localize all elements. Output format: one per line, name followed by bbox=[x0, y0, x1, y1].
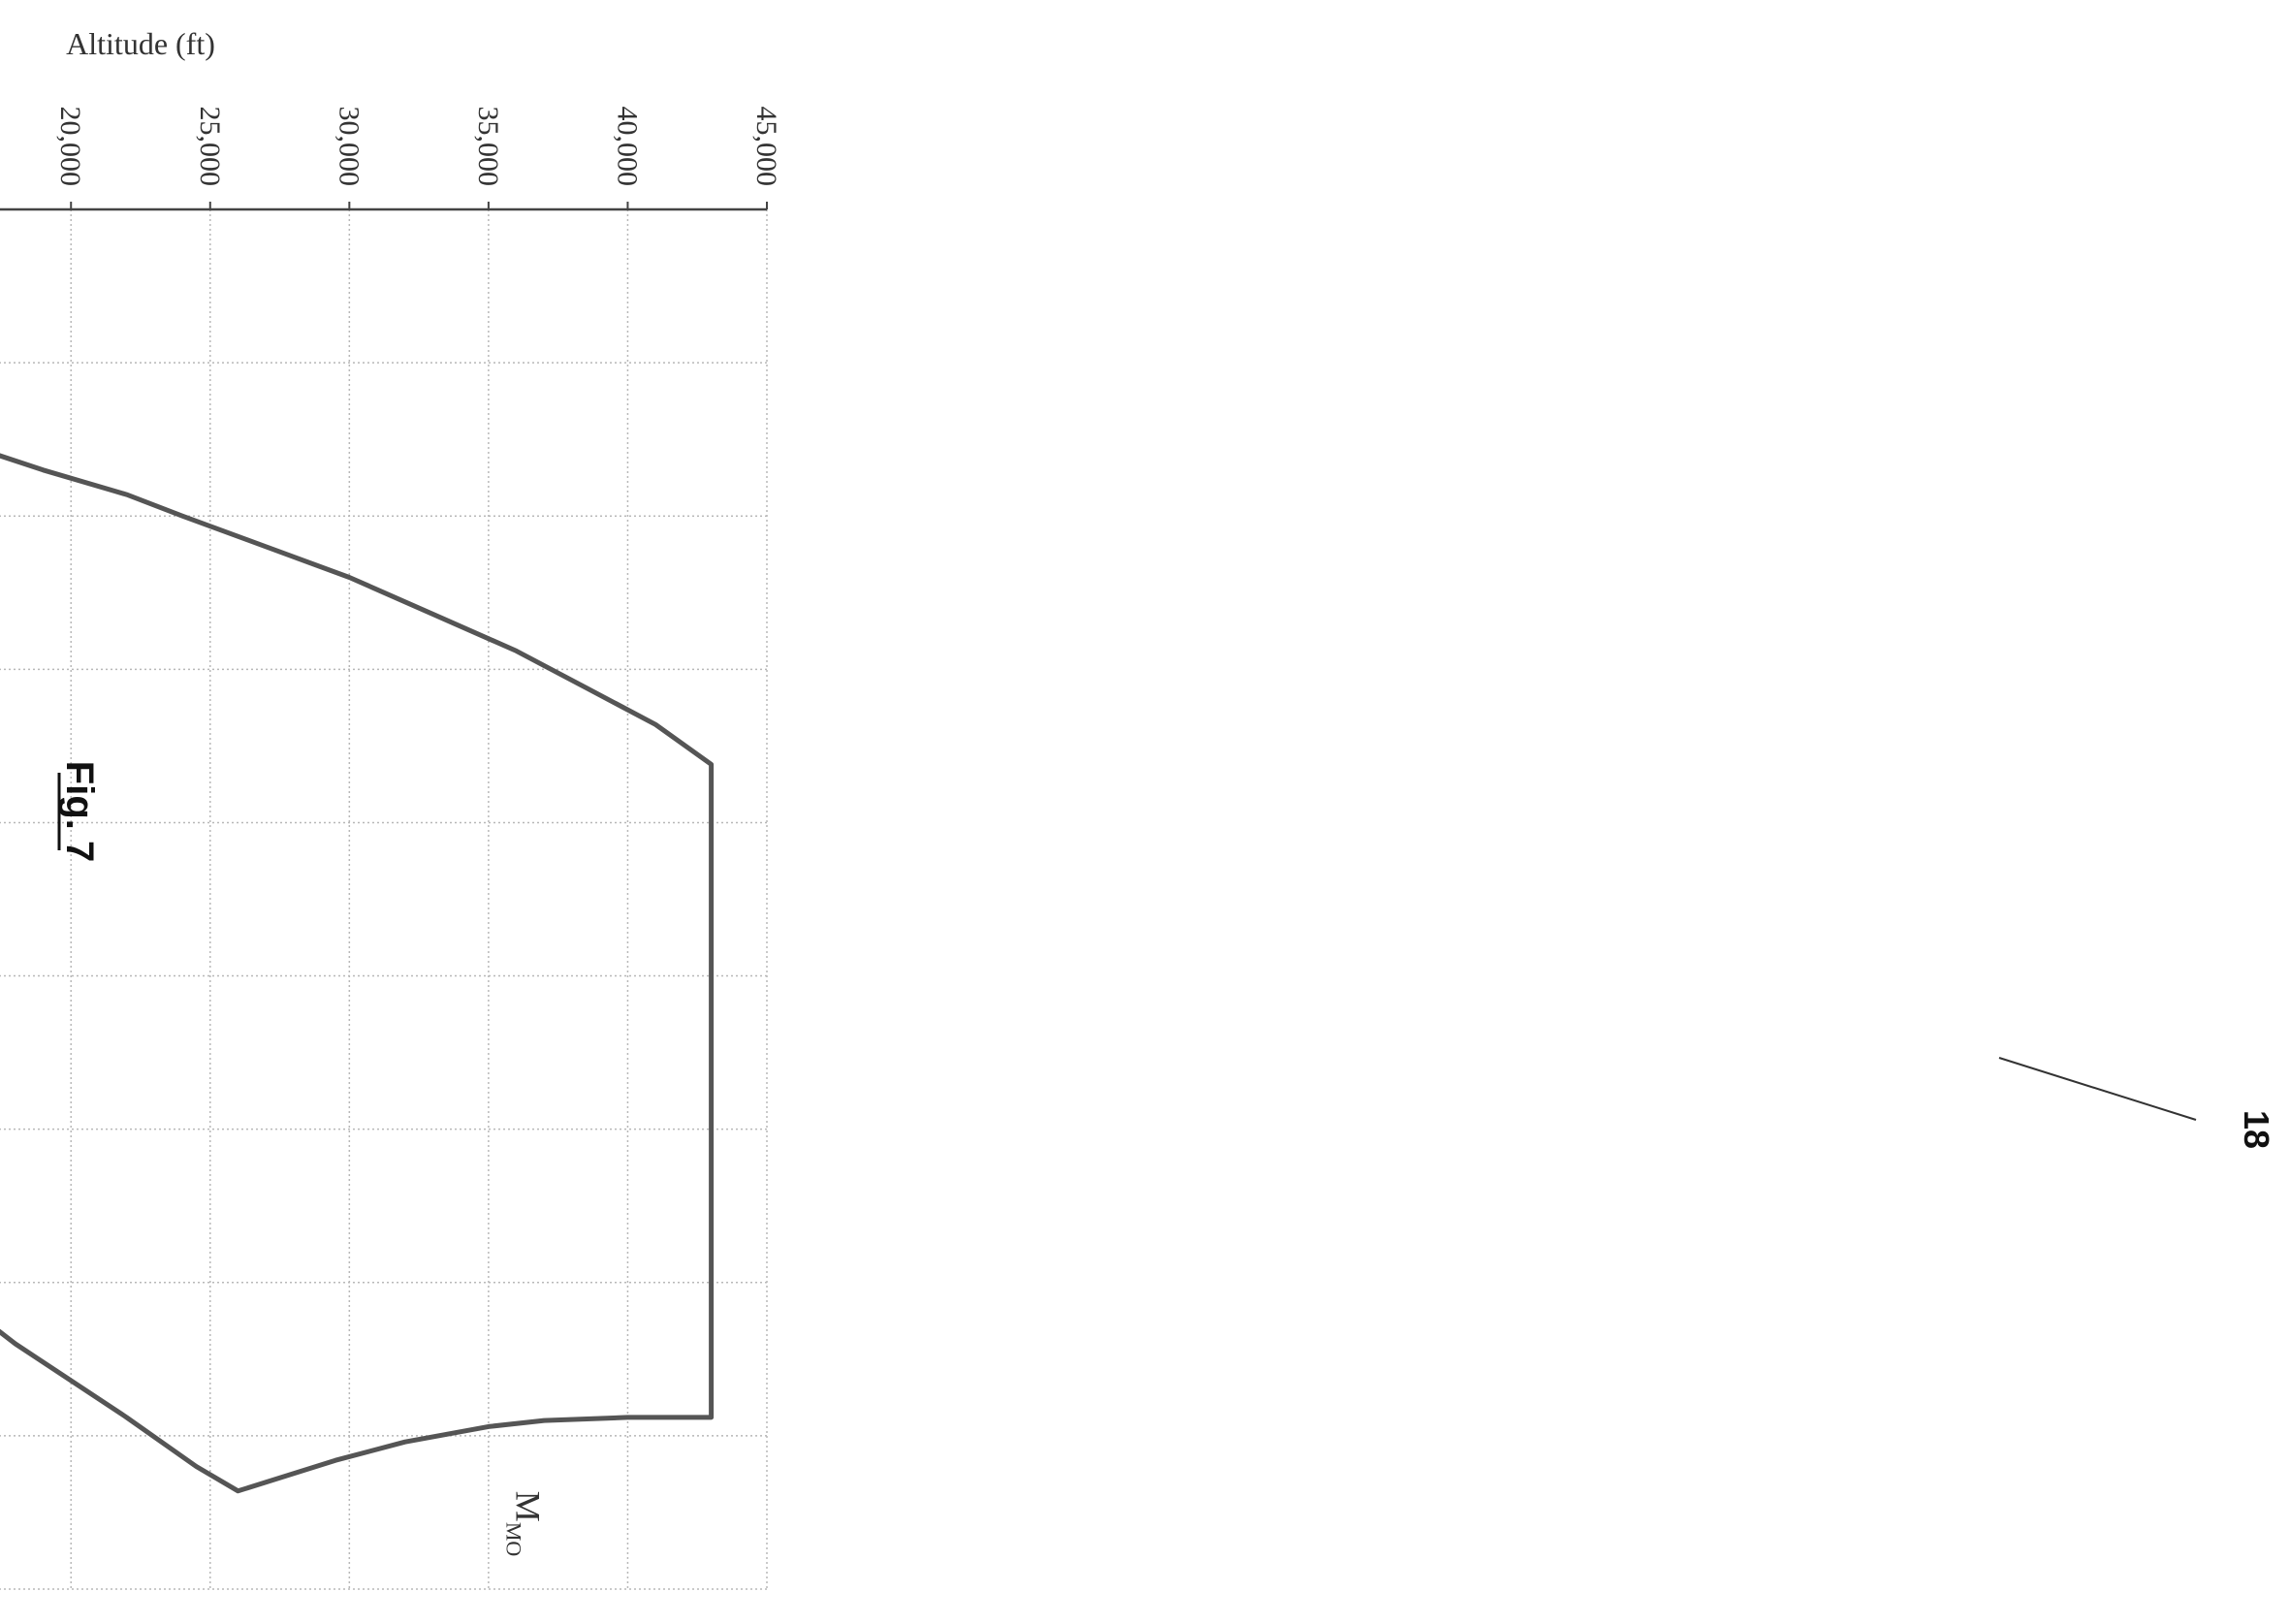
reference-numeral: 18 bbox=[2237, 1110, 2276, 1149]
reference-leader-line bbox=[1998, 1057, 2197, 1121]
annotation-sub: MO bbox=[502, 1522, 526, 1556]
y-axis-title: Altitude (ft) bbox=[66, 26, 215, 61]
chart: 10015020025030035040045050055005,00010,0… bbox=[0, 26, 782, 1590]
y-tick-label: 35,000 bbox=[472, 107, 504, 187]
grid bbox=[0, 209, 768, 1590]
labels: Airspeed (KTAS)Altitude (ft)VMOMMO bbox=[66, 26, 548, 1556]
series bbox=[0, 308, 715, 1494]
y-tick-label: 40,000 bbox=[611, 107, 643, 187]
annotation-main: M bbox=[509, 1491, 548, 1522]
y-tick-label: 45,000 bbox=[750, 107, 782, 187]
figure-label-group: Fig. 7 bbox=[57, 761, 101, 862]
reference-numeral-group: 18 bbox=[2237, 1110, 2276, 1149]
y-tick-label: 30,000 bbox=[333, 107, 365, 187]
ticks: 10015020025030035040045050055005,00010,0… bbox=[54, 107, 782, 209]
annotation-label: MMO bbox=[502, 1491, 548, 1556]
axes bbox=[0, 207, 767, 211]
envelope-line bbox=[0, 308, 715, 1494]
figure-label: Fig. 7 bbox=[58, 761, 101, 862]
y-tick-label: 20,000 bbox=[54, 107, 86, 187]
y-tick-label: 25,000 bbox=[194, 107, 226, 187]
